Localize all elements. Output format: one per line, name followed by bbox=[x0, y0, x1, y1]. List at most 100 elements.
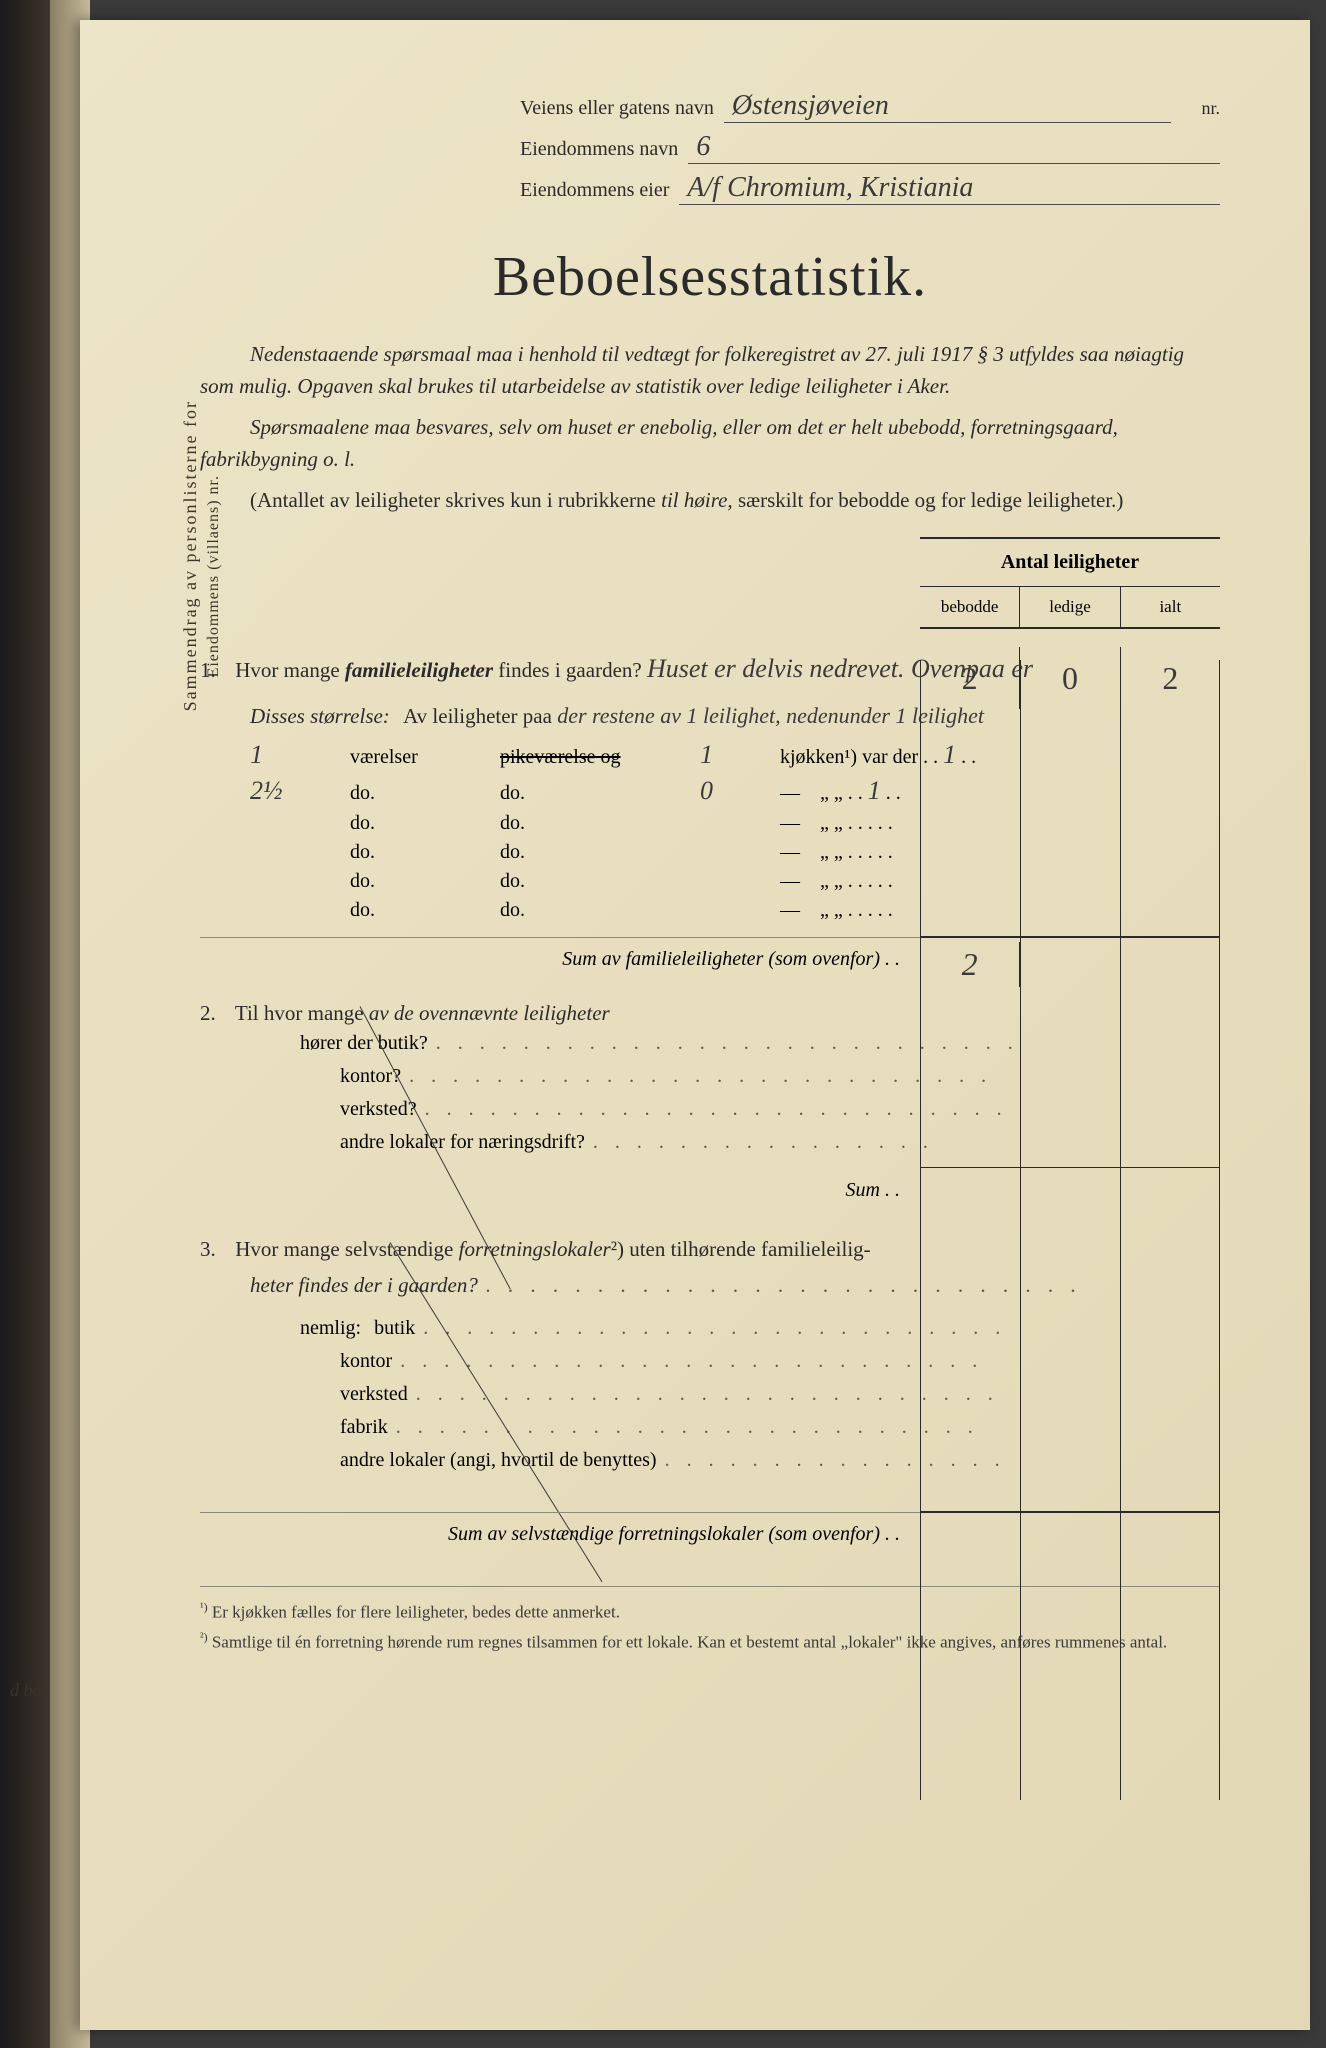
vertical-margin-text-1: Sammendrag av personlisterne for bbox=[180, 400, 201, 711]
q2-l1: hører der butik? bbox=[300, 1032, 1220, 1055]
footnotes: ¹) Er kjøkken fælles for flere leilighet… bbox=[200, 1586, 1220, 1654]
q3-ta: Hvor mange selvstændige bbox=[235, 1237, 458, 1261]
q1-r1-ct: 1 bbox=[868, 776, 881, 805]
q3-sum-label: Sum av selvstændige forretningslokaler bbox=[448, 1523, 763, 1545]
q1-disses-label: Disses størrelse: bbox=[250, 704, 390, 728]
q2-num: 2. bbox=[200, 996, 230, 1032]
q3-l5: andre lokaler (angi, hvortil de benyttes… bbox=[340, 1449, 1220, 1472]
q1-bebodde: 2 bbox=[920, 647, 1019, 709]
q1-ta: Hvor mange bbox=[235, 658, 345, 682]
q2-ta: Til hvor mange bbox=[235, 1001, 369, 1025]
q1-ialt: 2 bbox=[1120, 647, 1220, 709]
q1-r1-kj: 0 bbox=[700, 776, 780, 806]
q1-r4-l2: do. bbox=[500, 870, 700, 893]
q1-r4-l3: — bbox=[780, 870, 800, 892]
q1-r3-q: „ „ bbox=[820, 841, 843, 863]
q1-row-3: do. do. — „ „ . . . . . bbox=[250, 841, 1220, 864]
footnote-2: ²) Samtlige til én forretning hørende ru… bbox=[200, 1629, 1220, 1654]
intro-p2: Spørsmaalene maa besvares, selv om huset… bbox=[200, 412, 1220, 475]
q1-r4-l1: do. bbox=[350, 870, 500, 893]
q1s-bebodde: 2 bbox=[920, 942, 1019, 987]
q2-text: 2. Til hvor mange av de ovennævnte leili… bbox=[200, 996, 1220, 1032]
q2-l3: verksted? bbox=[340, 1098, 1220, 1121]
q2-tb: av de ovennævnte leiligheter bbox=[369, 1001, 610, 1025]
q3-l1: butik bbox=[374, 1317, 1006, 1339]
intro-p3: (Antallet av leiligheter skrives kun i r… bbox=[200, 485, 1220, 517]
q1-r1-l2: do. bbox=[500, 782, 700, 805]
q1-r2-q: „ „ bbox=[820, 812, 843, 834]
street-label: Veiens eller gatens navn bbox=[520, 97, 714, 120]
q1s-ialt bbox=[1120, 942, 1220, 987]
q1-r1-q: „ „ bbox=[820, 782, 843, 804]
q1-tc: findes i gaarden? bbox=[493, 658, 642, 682]
q3-tc: ²) uten tilhørende familieleilig- bbox=[611, 1237, 871, 1261]
property-label: Eiendommens navn bbox=[520, 138, 678, 161]
q1-r2-l2: do. bbox=[500, 812, 700, 835]
q1-r3-l1: do. bbox=[350, 841, 500, 864]
fn1-num: ¹) bbox=[200, 1600, 208, 1614]
owner-label: Eiendommens eier bbox=[520, 179, 669, 202]
q3-tb: forretningslokaler bbox=[459, 1237, 611, 1261]
q1-r0-vaer: 1 bbox=[250, 740, 350, 770]
q2-sum-label: Sum . . bbox=[846, 1179, 900, 1201]
q1-r5-l1: do. bbox=[350, 899, 500, 922]
content-area: Antal leiligheter bebodde ledige ialt 1.… bbox=[200, 547, 1220, 1655]
q1-r2-l1: do. bbox=[350, 812, 500, 835]
q3-text: 3. Hvor mange selvstændige forretningslo… bbox=[200, 1232, 1220, 1268]
q1-row-5: do. do. — „ „ . . . . . bbox=[250, 899, 1220, 922]
q1-row-0: 1 værelser pikeværelse og 1 kjøkken¹) va… bbox=[250, 740, 1220, 770]
q1-r4-q: „ „ bbox=[820, 870, 843, 892]
q1-disses-text: Av leiligheter paa bbox=[403, 704, 552, 728]
header-fields: Veiens eller gatens navn Østensjøveien n… bbox=[520, 90, 1220, 205]
q1-tb: familieleiligheter bbox=[345, 658, 493, 682]
q1-num: 1. bbox=[200, 653, 230, 689]
footnote-1: ¹) Er kjøkken fælles for flere leilighet… bbox=[200, 1599, 1220, 1624]
q1-r0-ct: 1 bbox=[943, 740, 956, 769]
question-3: 3. Hvor mange selvstændige forretningslo… bbox=[200, 1232, 1220, 1546]
q1-ledige: 0 bbox=[1019, 647, 1119, 709]
q3-num: 3. bbox=[200, 1232, 230, 1268]
q1-r3-l2: do. bbox=[500, 841, 700, 864]
q3-l4: fabrik bbox=[340, 1416, 1220, 1439]
q1-r1-l1: do. bbox=[350, 782, 500, 805]
q3-l3: verksted bbox=[340, 1383, 1220, 1406]
header-row-street: Veiens eller gatens navn Østensjøveien n… bbox=[520, 90, 1220, 123]
intro-p3b: til høire, bbox=[661, 488, 733, 512]
q3-l2: kontor bbox=[340, 1350, 1220, 1373]
q1-r0-kj: 1 bbox=[700, 740, 780, 770]
q1-row-2: do. do. — „ „ . . . . . bbox=[250, 812, 1220, 835]
intro-section: Nedenstaaende spørsmaal maa i henhold ti… bbox=[200, 339, 1220, 517]
q1-r0-l2: pikeværelse og bbox=[500, 746, 700, 769]
q1-r5-l2: do. bbox=[500, 899, 700, 922]
q1-r2-l3: — bbox=[780, 812, 800, 834]
header-row-property: Eiendommens navn 6 bbox=[520, 131, 1220, 164]
q3-sum: Sum av selvstændige forretningslokaler (… bbox=[200, 1512, 1220, 1546]
q1-row-4: do. do. — „ „ . . . . . bbox=[250, 870, 1220, 893]
q1-r1-vaer: 2½ bbox=[250, 776, 350, 806]
intro-p3c: særskilt for bebodde og for ledige leili… bbox=[733, 488, 1124, 512]
q1-sum-data: 2 bbox=[920, 942, 1220, 987]
page-title: Beboelsesstatistik. bbox=[200, 245, 1220, 309]
q1-r0-l3: kjøkken¹) var der bbox=[780, 746, 918, 768]
q1-r3-l3: — bbox=[780, 841, 800, 863]
q3-text2: heter findes der i gaarden? bbox=[250, 1268, 1220, 1304]
q1-sum-sfx: (som ovenfor) . . bbox=[763, 948, 900, 970]
question-1: 1. Hvor mange familieleiligheter findes … bbox=[200, 547, 1220, 972]
q1s-ledige bbox=[1019, 942, 1119, 987]
question-2: 2. Til hvor mange av de ovennævnte leili… bbox=[200, 996, 1220, 1202]
q2-sum: Sum . . bbox=[200, 1169, 1220, 1202]
q1-r1-l3: — bbox=[780, 782, 800, 804]
header-row-owner: Eiendommens eier A/f Chromium, Kristiani… bbox=[520, 172, 1220, 205]
q1-row-1: 2½ do. do. 0 — „ „ . . 1 . . bbox=[250, 776, 1220, 806]
q3-td: heter findes der i gaarden? bbox=[250, 1273, 1082, 1297]
q1-r5-l3: — bbox=[780, 899, 800, 921]
street-value: Østensjøveien bbox=[724, 90, 1172, 123]
document-page: Sammendrag av personlisterne for Eiendom… bbox=[80, 20, 1310, 2030]
nr-label: nr. bbox=[1201, 98, 1220, 119]
q1-data-row1: 2 0 2 bbox=[920, 647, 1220, 709]
q3-nemlig-label: nemlig: bbox=[300, 1317, 361, 1339]
q1-r0-l1: værelser bbox=[350, 746, 500, 769]
q3-sum-sfx: (som ovenfor) . . bbox=[763, 1523, 900, 1545]
owner-value: A/f Chromium, Kristiania bbox=[679, 172, 1220, 205]
q2-l2: kontor? bbox=[340, 1065, 1220, 1088]
